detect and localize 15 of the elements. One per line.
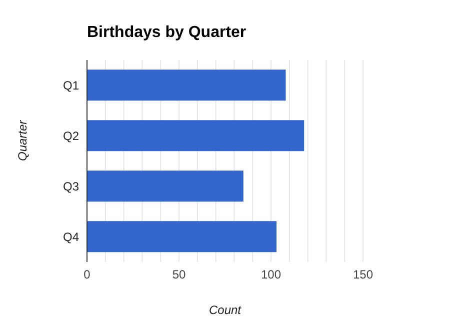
x-tick-label: 0 xyxy=(84,268,91,282)
x-tick-label: 100 xyxy=(260,268,282,282)
bar xyxy=(87,70,286,101)
y-tick-label: Q3 xyxy=(62,180,80,194)
x-tick-label: 150 xyxy=(352,268,374,282)
chart-title: Birthdays by Quarter xyxy=(87,24,246,42)
y-tick-label: Q1 xyxy=(62,78,80,93)
x-tick-label: 50 xyxy=(172,268,186,282)
y-axis-title: Quarter xyxy=(15,119,30,161)
x-axis-title: Count xyxy=(208,303,242,317)
y-tick-label: Q4 xyxy=(62,230,80,244)
y-tick-label: Q2 xyxy=(62,129,80,144)
bar xyxy=(87,120,304,152)
bar xyxy=(87,170,244,202)
bar xyxy=(87,221,277,252)
